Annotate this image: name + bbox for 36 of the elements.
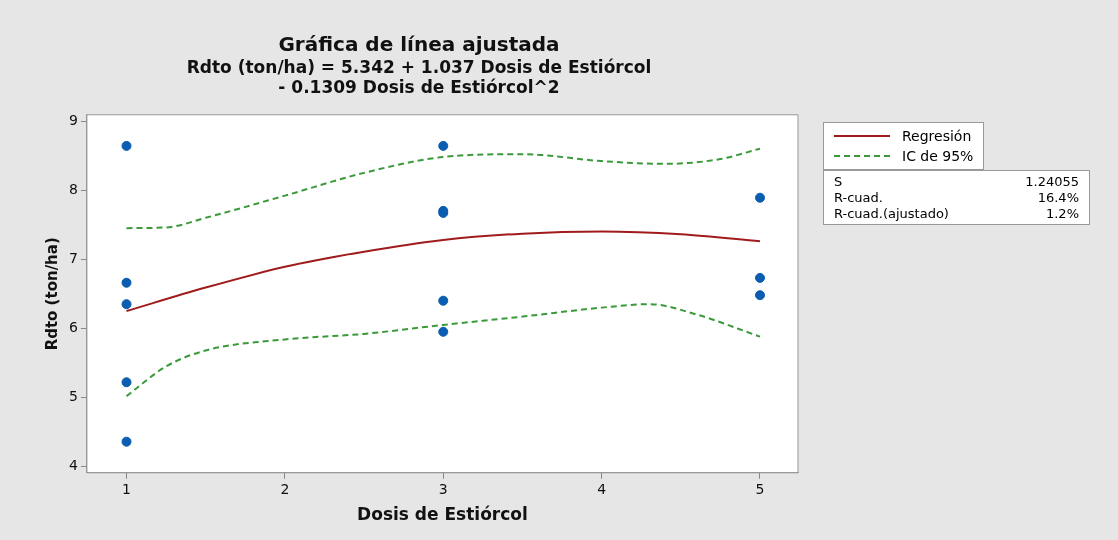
point	[121, 377, 132, 388]
point	[754, 192, 765, 203]
chart-subtitle: Rdto (ton/ha) = 5.342 + 1.037 Dosis de Estiórcol - 0.1309 Dosis de Estiórcol^2	[186, 56, 652, 98]
legend-label: IC de 95%	[902, 148, 974, 164]
y-tick-label: 6	[68, 319, 78, 335]
point	[121, 299, 132, 310]
text: 1.24055	[1025, 174, 1079, 189]
text: S	[834, 174, 844, 189]
line-series	[125, 303, 761, 398]
point	[438, 140, 449, 151]
text: R-cuad.	[834, 190, 884, 205]
x-tick-label: 2	[280, 480, 290, 497]
point	[121, 140, 132, 151]
y-tick-label: 4	[68, 457, 78, 474]
point	[438, 326, 449, 337]
chart-title: Gráfica de línea ajustada	[278, 32, 560, 57]
text: 16.4%	[1036, 190, 1079, 205]
y-tick-label: 5	[68, 388, 78, 405]
x-tick-label: 3	[438, 480, 448, 497]
y-tick-label: 8	[68, 180, 78, 197]
point	[121, 436, 132, 447]
text: R-cuad.(ajustado)	[834, 206, 950, 221]
x-tick-label: 1	[122, 480, 131, 497]
text: 1.2%	[1044, 206, 1079, 221]
line-series	[125, 147, 761, 230]
y-axis-title: Rdto (ton/ha)	[42, 237, 61, 351]
point	[754, 290, 765, 301]
x-tick-label: 5	[755, 480, 765, 497]
x-tick-label: 4	[597, 480, 607, 497]
legend-label: Regresión	[902, 128, 972, 144]
y-tick-label: 7	[68, 249, 78, 266]
point	[438, 295, 449, 306]
y-tick-label: 9	[68, 111, 78, 128]
point	[121, 277, 132, 288]
x-axis-title: Dosis de Estiórcol	[357, 504, 528, 525]
point	[754, 272, 765, 283]
